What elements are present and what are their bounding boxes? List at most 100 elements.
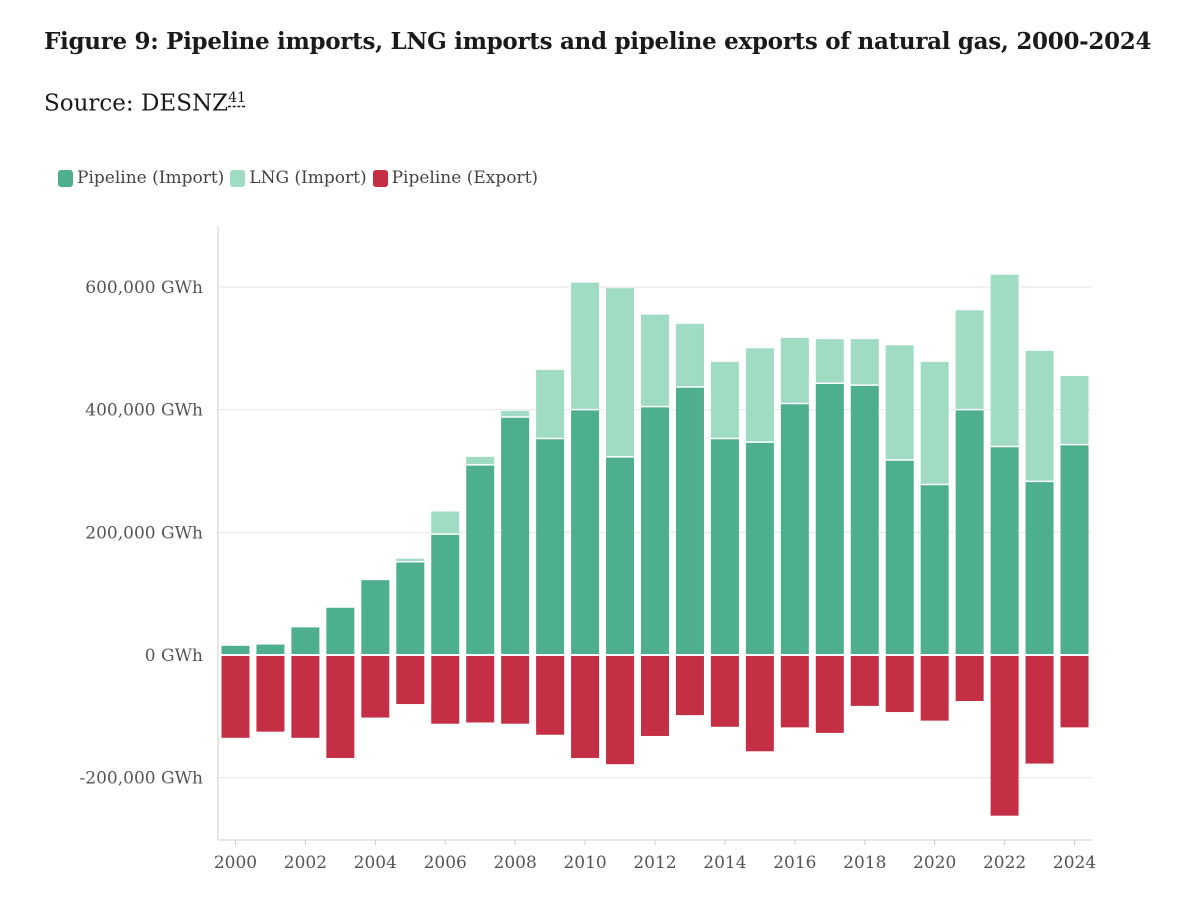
chart-legend: Pipeline (Import) LNG (Import) Pipeline … [58, 168, 544, 188]
footnote-link[interactable]: 41 [228, 90, 246, 106]
bar-lng-import-2020[interactable] [920, 361, 949, 485]
y-tick-label: 400,000 GWh [85, 401, 203, 421]
bar-pipeline-import-2006[interactable] [431, 534, 460, 655]
bar-pipeline-export-2007[interactable] [466, 655, 495, 723]
bar-lng-import-2013[interactable] [675, 323, 704, 387]
bar-pipeline-export-2009[interactable] [536, 655, 565, 735]
x-tick-label: 2022 [983, 853, 1026, 873]
bar-pipeline-export-2024[interactable] [1060, 655, 1089, 728]
bar-pipeline-import-2022[interactable] [990, 446, 1019, 655]
bar-pipeline-export-2021[interactable] [955, 655, 984, 701]
bar-pipeline-import-2013[interactable] [675, 386, 704, 655]
bar-lng-import-2019[interactable] [885, 345, 914, 460]
bar-pipeline-export-2016[interactable] [780, 655, 809, 728]
bar-pipeline-export-2004[interactable] [361, 655, 390, 718]
bar-pipeline-import-2020[interactable] [920, 484, 949, 655]
x-tick-label: 2014 [703, 853, 746, 873]
legend-item-pipeline-export[interactable]: Pipeline (Export) [372, 168, 539, 188]
bar-pipeline-export-2023[interactable] [1025, 655, 1054, 764]
bar-pipeline-import-2016[interactable] [780, 403, 809, 655]
bar-lng-import-2011[interactable] [606, 288, 635, 457]
bar-pipeline-export-2013[interactable] [675, 655, 704, 716]
bar-pipeline-export-2020[interactable] [920, 655, 949, 721]
legend-item-pipeline-import[interactable]: Pipeline (Import) [58, 168, 224, 188]
bar-pipeline-import-2010[interactable] [571, 409, 600, 655]
legend-label-pipeline-import: Pipeline (Import) [77, 168, 225, 188]
bar-lng-import-2012[interactable] [641, 314, 669, 407]
bar-pipeline-export-2000[interactable] [221, 655, 250, 738]
bar-pipeline-import-2012[interactable] [641, 406, 669, 655]
bar-pipeline-import-2018[interactable] [850, 385, 879, 655]
bar-lng-import-2023[interactable] [1025, 350, 1054, 482]
bar-pipeline-export-2017[interactable] [815, 655, 844, 733]
bar-pipeline-export-2002[interactable] [291, 655, 320, 738]
y-tick-label: 200,000 GWh [85, 523, 203, 543]
y-tick-label: -200,000 GWh [80, 769, 204, 789]
bar-pipeline-import-2015[interactable] [745, 442, 774, 655]
bar-lng-import-2015[interactable] [745, 348, 774, 443]
bar-lng-import-2005[interactable] [396, 558, 425, 562]
x-tick-label: 2024 [1053, 853, 1096, 873]
x-tick-label: 2018 [843, 853, 886, 873]
tick-labels: -200,000 GWh 0 GWh 200,000 GWh 400,000 GWh 6… [80, 278, 1097, 873]
bar-pipeline-export-2018[interactable] [850, 655, 879, 706]
legend-swatch-pipeline-export [372, 169, 388, 187]
bar-pipeline-import-2008[interactable] [501, 417, 530, 655]
bar-pipeline-import-2011[interactable] [606, 456, 635, 655]
bar-lng-import-2021[interactable] [955, 310, 984, 410]
x-tick-label: 2002 [284, 853, 327, 873]
bar-pipeline-export-2006[interactable] [431, 655, 460, 724]
bar-pipeline-import-2023[interactable] [1025, 481, 1054, 655]
legend-label-pipeline-export: Pipeline (Export) [391, 168, 539, 188]
bar-pipeline-export-2014[interactable] [710, 655, 739, 727]
bar-lng-import-2016[interactable] [780, 337, 809, 404]
bar-pipeline-export-2008[interactable] [501, 655, 530, 724]
bar-pipeline-import-2004[interactable] [361, 580, 390, 655]
bar-pipeline-export-2019[interactable] [885, 655, 914, 713]
bar-pipeline-import-2017[interactable] [815, 383, 844, 655]
x-tick-label: 2016 [773, 853, 816, 873]
legend-label-lng-import: LNG (Import) [249, 168, 367, 188]
bar-pipeline-import-2007[interactable] [466, 464, 495, 655]
bar-pipeline-import-2009[interactable] [536, 438, 565, 655]
x-tick-label: 2008 [494, 853, 537, 873]
bar-pipeline-import-2005[interactable] [396, 561, 425, 655]
bar-lng-import-2007[interactable] [466, 456, 495, 465]
x-tick-label: 2004 [354, 853, 397, 873]
bar-pipeline-import-2001[interactable] [256, 644, 285, 655]
bar-lng-import-2022[interactable] [990, 274, 1019, 447]
bar-pipeline-export-2003[interactable] [326, 655, 355, 759]
bar-pipeline-import-2000[interactable] [221, 645, 250, 655]
bar-lng-import-2018[interactable] [850, 339, 879, 386]
bar-pipeline-export-2010[interactable] [571, 655, 600, 759]
bar-lng-import-2008[interactable] [501, 410, 530, 418]
bar-pipeline-export-2022[interactable] [990, 655, 1019, 816]
y-tick-label: 600,000 GWh [85, 278, 203, 298]
bar-lng-import-2017[interactable] [815, 339, 844, 384]
bar-pipeline-export-2012[interactable] [641, 655, 669, 736]
figure-source: Source: DESNZ41 [44, 90, 246, 117]
bar-pipeline-export-2001[interactable] [256, 655, 285, 732]
bar-pipeline-import-2002[interactable] [291, 627, 320, 655]
bar-pipeline-export-2005[interactable] [396, 655, 425, 705]
x-tick-label: 2020 [913, 853, 956, 873]
bar-pipeline-export-2015[interactable] [745, 655, 774, 752]
bar-lng-import-2014[interactable] [710, 361, 739, 439]
bar-pipeline-import-2003[interactable] [326, 607, 355, 655]
legend-swatch-pipeline-import [58, 169, 73, 187]
legend-swatch-lng-import [230, 169, 246, 187]
bar-lng-import-2024[interactable] [1060, 375, 1089, 445]
legend-item-lng-import[interactable]: LNG (Import) [230, 168, 367, 188]
bar-pipeline-import-2024[interactable] [1060, 444, 1089, 655]
x-tick-label: 2006 [424, 853, 467, 873]
bar-lng-import-2006[interactable] [431, 511, 460, 535]
bar-pipeline-export-2011[interactable] [606, 655, 635, 765]
bar-lng-import-2010[interactable] [571, 282, 600, 410]
bar-lng-import-2009[interactable] [536, 369, 565, 439]
bar-pipeline-import-2014[interactable] [710, 438, 739, 655]
bars [221, 274, 1089, 816]
x-tick-label: 2010 [563, 853, 606, 873]
bar-pipeline-import-2019[interactable] [885, 459, 914, 655]
bar-pipeline-import-2021[interactable] [955, 409, 984, 655]
